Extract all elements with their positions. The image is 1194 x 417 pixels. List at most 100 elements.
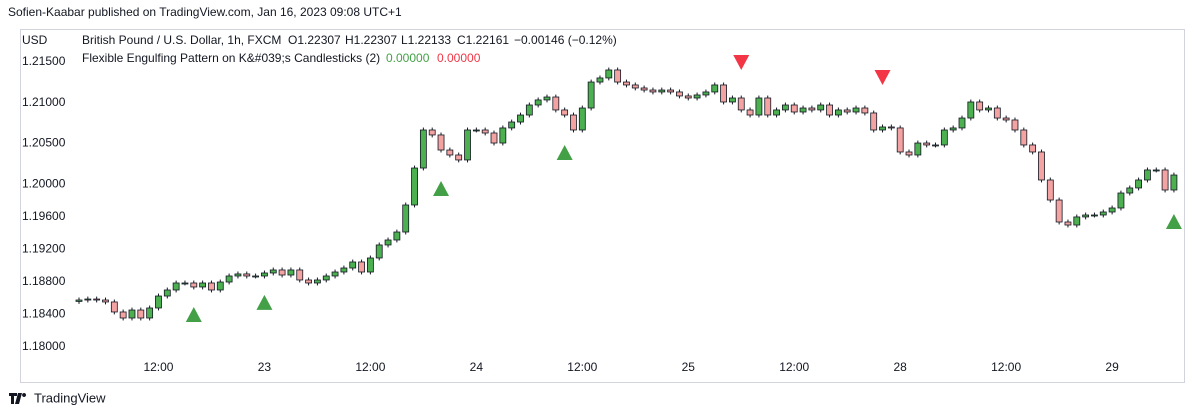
candle-body bbox=[658, 89, 666, 93]
indicator-value: 0.00000 bbox=[437, 51, 481, 65]
candle-body bbox=[905, 151, 913, 156]
candle-body bbox=[543, 96, 551, 101]
x-tick-label: 25 bbox=[682, 360, 696, 374]
candle-body bbox=[146, 307, 154, 319]
x-tick-label: 12:00 bbox=[779, 360, 809, 374]
candle-body bbox=[446, 149, 454, 156]
candle-body bbox=[852, 107, 860, 113]
candle-body bbox=[508, 121, 516, 129]
candle-body bbox=[1135, 179, 1142, 189]
candle-body bbox=[534, 99, 542, 106]
candle-body bbox=[676, 91, 683, 97]
candle-body bbox=[93, 298, 101, 301]
x-tick-label: 12:00 bbox=[143, 360, 173, 374]
indicator-name: Flexible Engulfing Pattern on K&#039;s C… bbox=[82, 51, 380, 65]
candle-body bbox=[331, 271, 339, 277]
signal-marker bbox=[733, 55, 750, 70]
candle-body bbox=[737, 97, 745, 111]
x-tick-label: 23 bbox=[258, 360, 272, 374]
candle-body bbox=[269, 269, 277, 274]
candle-body bbox=[596, 77, 604, 83]
ohlc-value: O1.22307 bbox=[288, 33, 341, 47]
ohlc-value: C1.22161 bbox=[457, 33, 509, 47]
candle-body bbox=[861, 107, 869, 114]
candle-body bbox=[349, 261, 357, 269]
candle-body bbox=[340, 267, 348, 273]
candle-body bbox=[305, 279, 312, 284]
candle-body bbox=[314, 279, 321, 284]
candle-body bbox=[976, 101, 984, 111]
candle-body bbox=[1082, 214, 1090, 218]
candle-body bbox=[702, 91, 710, 96]
candle-body bbox=[985, 107, 992, 111]
candle-body bbox=[102, 299, 109, 303]
candle-body bbox=[243, 273, 251, 277]
signal-marker bbox=[874, 69, 891, 85]
ohlc-value: H1.22307 bbox=[345, 33, 397, 47]
candle-body bbox=[587, 81, 595, 109]
candle-body bbox=[799, 107, 807, 113]
candle-body bbox=[843, 109, 851, 113]
candle-body bbox=[119, 311, 127, 319]
candle-body bbox=[746, 109, 754, 116]
candle-body bbox=[1108, 207, 1116, 213]
candle-body bbox=[896, 127, 904, 153]
candle-body bbox=[287, 269, 295, 276]
candle-body bbox=[649, 89, 657, 93]
axis-unit: USD bbox=[22, 33, 48, 47]
candle-body bbox=[958, 117, 966, 129]
candle-body bbox=[1011, 119, 1019, 131]
candle-body bbox=[1152, 169, 1160, 172]
candle-body bbox=[578, 107, 586, 131]
y-tick-label: 1.18800 bbox=[22, 274, 66, 288]
candle-body bbox=[437, 134, 445, 151]
candle-body bbox=[199, 282, 207, 288]
candle-body bbox=[773, 109, 780, 116]
candle-body bbox=[720, 84, 727, 103]
candle-body bbox=[790, 104, 798, 113]
indicator-value: 0.00000 bbox=[386, 51, 430, 65]
candle-body bbox=[932, 144, 939, 147]
candle-body bbox=[366, 257, 374, 273]
candle-body bbox=[949, 127, 957, 131]
candle-body bbox=[755, 97, 763, 116]
y-tick-label: 1.19200 bbox=[22, 241, 66, 255]
candle-body bbox=[234, 273, 242, 277]
candle-body bbox=[729, 97, 736, 103]
candle-body bbox=[1126, 187, 1134, 194]
candle-body bbox=[1002, 117, 1010, 121]
brand: TradingView bbox=[34, 390, 106, 405]
x-tick-label: 12:00 bbox=[567, 360, 597, 374]
candle-body bbox=[464, 129, 471, 161]
candle-body bbox=[172, 282, 180, 291]
candle-body bbox=[190, 282, 198, 288]
signal-marker bbox=[256, 294, 273, 310]
tradingview-logo bbox=[9, 393, 27, 404]
candle-body bbox=[517, 114, 524, 123]
candle-body bbox=[525, 104, 533, 116]
candle-body bbox=[570, 114, 577, 131]
candle-body bbox=[358, 261, 365, 273]
candle-body bbox=[75, 299, 83, 302]
candle-body bbox=[1038, 151, 1045, 181]
candle-body bbox=[887, 126, 895, 129]
y-tick-label: 1.20500 bbox=[22, 136, 66, 150]
candle-body bbox=[940, 129, 948, 146]
candle-body bbox=[419, 129, 427, 169]
candle-body bbox=[1055, 199, 1063, 223]
y-tick-label: 1.18400 bbox=[22, 307, 66, 321]
x-tick-label: 28 bbox=[894, 360, 908, 374]
candle-body bbox=[552, 96, 560, 111]
candle-body bbox=[879, 126, 886, 131]
candle-body bbox=[826, 104, 833, 116]
candle-body bbox=[614, 69, 622, 83]
x-tick-label: 12:00 bbox=[355, 360, 385, 374]
candle-body bbox=[914, 142, 922, 156]
candle-body bbox=[1064, 221, 1072, 226]
y-tick-label: 1.19600 bbox=[22, 209, 66, 223]
candle-body bbox=[1020, 129, 1028, 146]
x-tick-label: 29 bbox=[1105, 360, 1119, 374]
candle-body bbox=[967, 101, 975, 119]
